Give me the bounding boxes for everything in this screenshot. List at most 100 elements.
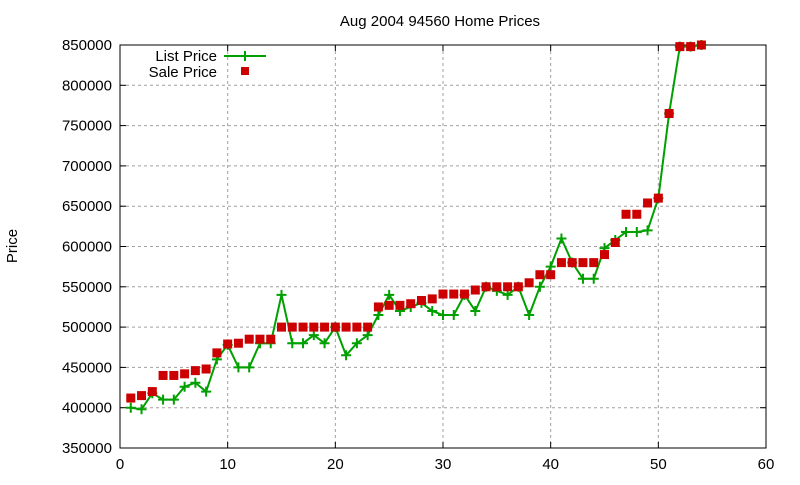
legend-label-list-price: List Price [155, 48, 217, 65]
list-price-point [287, 338, 298, 349]
y-tick-label: 600000 [62, 239, 112, 256]
sale-price-point [180, 369, 190, 379]
legend-marker-list-price [240, 51, 250, 61]
y-tick-label: 350000 [62, 440, 112, 457]
list-price-point [233, 362, 244, 373]
sale-price-point [330, 322, 340, 332]
sale-price-point [384, 300, 394, 310]
sale-price-point [600, 250, 609, 260]
sale-price-point [352, 322, 362, 332]
sale-price-point [147, 387, 157, 397]
sale-price-point [546, 270, 556, 280]
sale-price-point [266, 334, 276, 344]
chart-title: Aug 2004 94560 Home Prices [340, 13, 540, 30]
sale-price-point [524, 278, 534, 288]
sale-price-point [460, 289, 470, 299]
list-price-point [362, 330, 373, 341]
list-price-point [642, 225, 653, 236]
sale-price-point [287, 322, 297, 332]
sale-price-point [201, 364, 211, 374]
list-price-point [556, 233, 567, 244]
sale-price-point [481, 282, 491, 292]
sale-price-point [696, 40, 706, 50]
sale-price-point [513, 282, 523, 292]
sale-price-point [610, 237, 620, 247]
sale-price-point [158, 370, 168, 380]
list-price-point [201, 386, 212, 397]
x-tick-label: 30 [435, 456, 452, 473]
sale-price-point [427, 294, 437, 304]
list-price-point [448, 310, 459, 321]
y-tick-label: 750000 [62, 118, 112, 135]
sale-price-point [621, 209, 631, 219]
sale-price-point [320, 322, 330, 332]
y-tick-label: 500000 [62, 319, 112, 336]
sale-price-point [535, 270, 545, 280]
sale-price-point [255, 334, 265, 344]
sale-price-point [589, 258, 599, 268]
sale-price-point [190, 366, 200, 376]
sale-price-point [223, 339, 233, 349]
y-tick-label: 550000 [62, 279, 112, 296]
x-tick-label: 10 [219, 456, 236, 473]
legend: List Price Sale Price [149, 48, 266, 81]
list-price-point [190, 377, 201, 388]
list-price-point [308, 330, 319, 341]
sale-price-point [341, 322, 351, 332]
x-tick-label: 20 [327, 456, 344, 473]
sale-price-point [653, 193, 663, 203]
list-price-point [351, 338, 362, 349]
y-tick-label: 450000 [62, 359, 112, 376]
sale-price-point [395, 300, 405, 310]
sale-price-point [277, 322, 286, 332]
x-tick-label: 40 [542, 456, 559, 473]
sale-price-point [438, 289, 448, 299]
list-price-point [621, 226, 632, 237]
sale-price-point [578, 258, 588, 268]
list-price-point [158, 394, 169, 405]
y-tick-label: 700000 [62, 158, 112, 175]
sale-price-point [298, 322, 308, 332]
grid [120, 45, 766, 448]
list-price-point [545, 261, 556, 272]
sale-price-point [137, 391, 147, 401]
list-price-point [577, 273, 588, 284]
list-price-point [244, 362, 255, 373]
y-tick-label: 800000 [62, 77, 112, 94]
y-tick-label: 650000 [62, 198, 112, 215]
list-price-point [319, 338, 330, 349]
list-price-point [373, 310, 384, 321]
list-price-point [534, 281, 545, 292]
sale-price-point [363, 322, 373, 332]
list-price-point [276, 289, 287, 300]
list-price-point [502, 289, 513, 300]
sale-price-point [492, 282, 502, 292]
x-tick-label: 60 [758, 456, 775, 473]
list-price-point [631, 226, 642, 237]
sale-price-point [449, 289, 459, 299]
list-price-point [470, 305, 481, 316]
sale-price-point [643, 198, 653, 208]
list-price-point [438, 310, 448, 321]
list-price-point [384, 289, 395, 300]
y-tick-label: 400000 [62, 400, 112, 417]
list-price-point [588, 273, 599, 284]
sale-price-point [664, 109, 674, 119]
list-price-point [125, 402, 136, 413]
sale-price-point [556, 258, 566, 268]
y-tick-label: 850000 [62, 37, 112, 54]
series [125, 40, 707, 415]
sale-price-point [632, 209, 642, 219]
legend-label-sale-price: Sale Price [149, 64, 217, 81]
axis-ticks: 0 10 20 30 40 50 60 350000 400000 450000 500000 550… [62, 37, 774, 473]
list-price-point [341, 350, 352, 361]
list-price-point [298, 338, 309, 349]
sale-price-point [686, 42, 696, 52]
sale-price-point [675, 42, 685, 52]
sale-price-point [503, 282, 513, 292]
x-tick-label: 50 [650, 456, 667, 473]
sale-price-point [169, 370, 179, 380]
sale-price-point [244, 334, 254, 344]
list-price-point [524, 310, 535, 321]
